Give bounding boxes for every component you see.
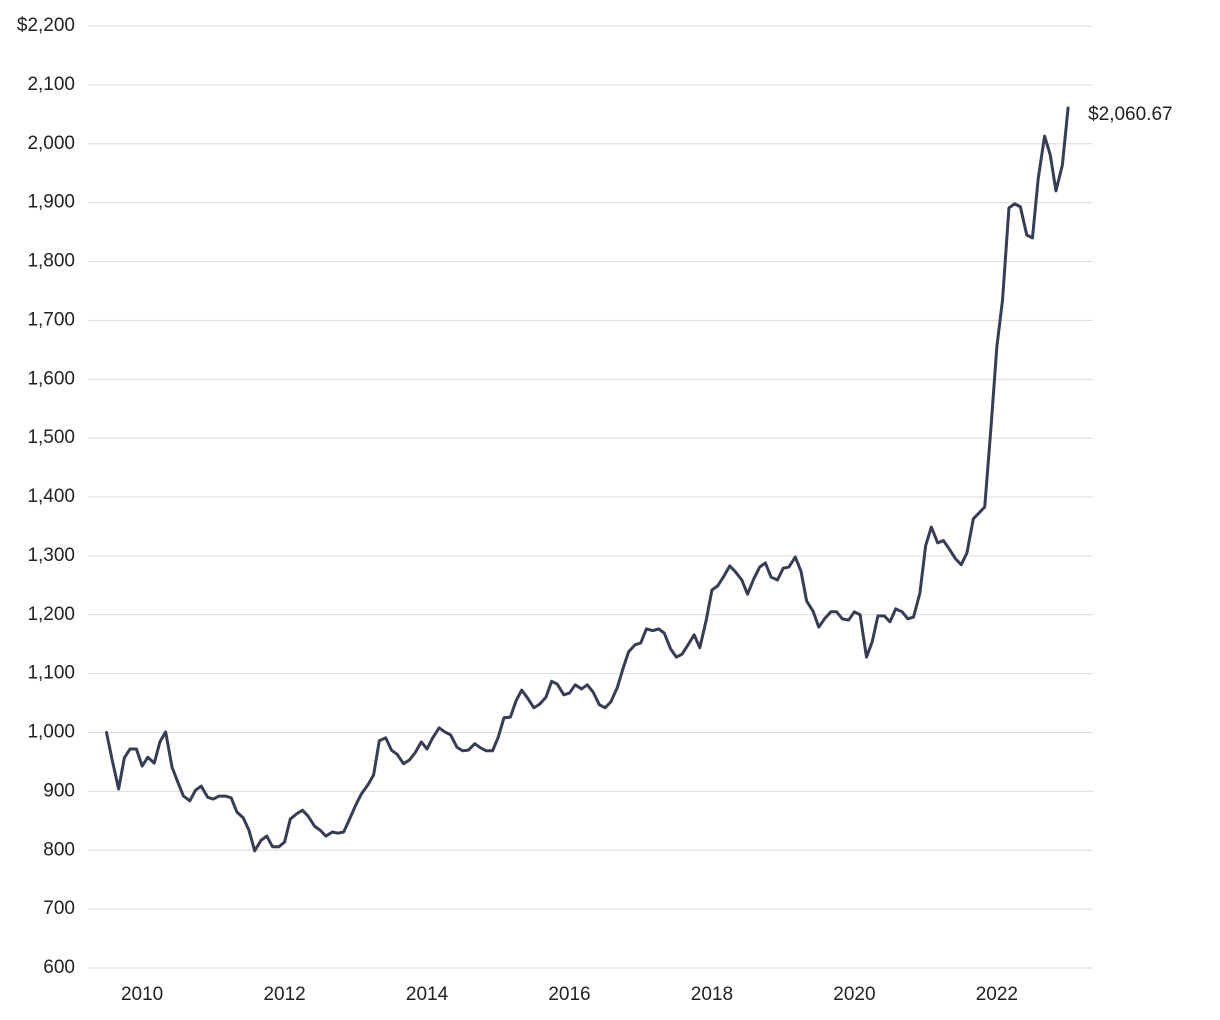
x-tick-label: 2016 xyxy=(548,984,590,1005)
y-tick-label: 1,100 xyxy=(27,663,75,684)
y-tick-label: 1,000 xyxy=(27,722,75,743)
y-tick-label: $2,200 xyxy=(17,15,75,36)
y-tick-label: 1,200 xyxy=(27,604,75,625)
data-line xyxy=(105,106,1070,853)
value-label: $2,060.67 xyxy=(1088,104,1173,125)
x-tick-label: 2014 xyxy=(406,984,449,1005)
y-tick-label: 1,600 xyxy=(27,368,75,389)
y-tick-label: 1,700 xyxy=(27,309,75,330)
x-tick-label: 2018 xyxy=(691,984,733,1005)
y-tick-label: 600 xyxy=(43,957,75,978)
x-tick-label: 2020 xyxy=(833,984,875,1005)
y-tick-label: 1,400 xyxy=(27,486,75,507)
x-tick-label: 2012 xyxy=(263,984,305,1005)
y-tick-label: 2,100 xyxy=(27,74,75,95)
x-tick-label: 2010 xyxy=(121,984,163,1005)
x-tick-label: 2022 xyxy=(976,984,1018,1005)
y-tick-label: 800 xyxy=(43,839,75,860)
y-tick-label: 700 xyxy=(43,898,75,919)
y-tick-label: 900 xyxy=(43,780,75,801)
y-tick-label: 1,500 xyxy=(27,427,75,448)
y-tick-label: 2,000 xyxy=(27,133,75,154)
y-tick-label: 1,900 xyxy=(27,192,75,213)
y-tick-label: 1,800 xyxy=(27,251,75,272)
y-tick-label: 1,300 xyxy=(27,545,75,566)
